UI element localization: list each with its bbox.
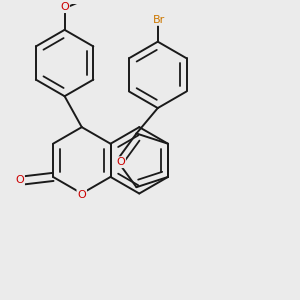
Text: O: O [15,175,24,185]
Text: O: O [60,2,69,12]
Text: O: O [116,157,125,167]
Text: O: O [77,190,86,200]
Text: Br: Br [153,15,165,25]
